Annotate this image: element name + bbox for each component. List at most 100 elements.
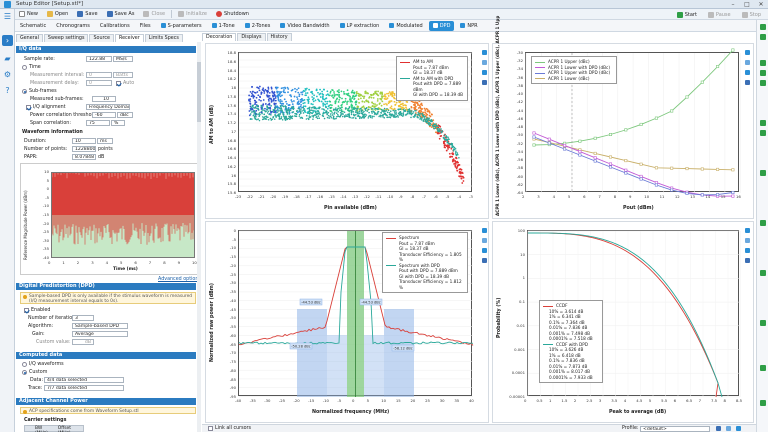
- layout-icon[interactable]: [760, 400, 766, 406]
- help-icon[interactable]: ?: [5, 86, 10, 95]
- folder-nav-icon[interactable]: ▰: [4, 54, 11, 63]
- iq-alignment-select[interactable]: Frequency Domain: [86, 104, 130, 110]
- cursor-icon[interactable]: [745, 70, 750, 75]
- layout-icon[interactable]: [760, 130, 766, 136]
- trace-select[interactable]: 7/7 data selected: [44, 385, 124, 391]
- time-radio[interactable]: Time: [22, 65, 41, 70]
- pan-icon[interactable]: [482, 238, 487, 243]
- tab-receiver[interactable]: Receiver: [114, 34, 144, 42]
- algorithm-select[interactable]: Sample-based DPD: [72, 323, 128, 329]
- layout-icon[interactable]: [760, 320, 766, 326]
- advanced-options-link[interactable]: Advanced options: [158, 277, 201, 282]
- pause-button[interactable]: Pause: [705, 10, 734, 19]
- gear-icon[interactable]: ⚙: [3, 70, 12, 79]
- data-select[interactable]: 4/4 data selected: [44, 377, 124, 383]
- zoom-icon[interactable]: [745, 228, 750, 233]
- new-button[interactable]: New: [16, 10, 41, 19]
- load-profile-icon[interactable]: [726, 426, 731, 431]
- meas-interval-input[interactable]: 0: [86, 72, 112, 78]
- cursor-icon[interactable]: [482, 248, 487, 253]
- save-profile-icon[interactable]: [716, 426, 721, 431]
- layout-icon[interactable]: [760, 220, 766, 226]
- open-button[interactable]: Open: [44, 10, 71, 19]
- save-button[interactable]: Save: [74, 10, 100, 19]
- close-button[interactable]: Close: [140, 10, 168, 19]
- export-icon[interactable]: [745, 258, 750, 263]
- tab-sweep-settings[interactable]: Sweep settings: [43, 34, 89, 42]
- zoom-icon[interactable]: [482, 50, 487, 55]
- layout-icon[interactable]: [760, 60, 766, 66]
- pan-icon[interactable]: [745, 60, 750, 65]
- settings-profile-icon[interactable]: [736, 426, 741, 431]
- dpd-enabled-checkbox[interactable]: Enabled: [24, 308, 50, 313]
- layout-icon[interactable]: [760, 120, 766, 126]
- mode-calibrations[interactable]: Calibrations: [96, 21, 134, 31]
- cursor-icon[interactable]: [482, 70, 487, 75]
- terminal-icon[interactable]: ›: [2, 35, 13, 46]
- maximize-button[interactable]: □: [744, 1, 750, 8]
- span-correlation-unit[interactable]: %: [111, 120, 125, 126]
- layout-icon[interactable]: [760, 365, 766, 371]
- power-threshold-input[interactable]: -60: [92, 112, 116, 118]
- amam-point: [443, 141, 445, 144]
- iq-waveforms-radio[interactable]: I/Q waveforms: [22, 362, 64, 367]
- mode-lp-extraction[interactable]: LP extraction: [336, 21, 384, 31]
- scrollbar-thumb[interactable]: [197, 62, 201, 122]
- measured-subframes-input[interactable]: 10: [92, 96, 116, 102]
- layout-icon[interactable]: [760, 170, 766, 176]
- tab-decoration[interactable]: Decoration: [202, 33, 237, 41]
- span-correlation-input[interactable]: 75: [86, 120, 110, 126]
- cursor-icon[interactable]: [745, 248, 750, 253]
- meas-delay-input[interactable]: 0: [86, 80, 112, 86]
- add-icon[interactable]: [760, 34, 766, 40]
- iterations-input[interactable]: 3: [72, 315, 94, 321]
- custom-radio[interactable]: Custom: [22, 370, 47, 375]
- save-as-button[interactable]: Save As: [104, 10, 138, 19]
- profile-select[interactable]: <default>: [640, 426, 710, 432]
- mode-2-tones[interactable]: 2-Tones: [241, 21, 275, 31]
- sample-rate-unit[interactable]: MS/s: [113, 56, 133, 62]
- shutdown-button[interactable]: Shutdown: [213, 10, 252, 19]
- auto-checkbox[interactable]: Auto: [116, 81, 134, 86]
- export-icon[interactable]: [482, 258, 487, 263]
- left-panel-scrollbar[interactable]: [197, 42, 201, 432]
- zoom-icon[interactable]: [745, 50, 750, 55]
- layout-icon[interactable]: [760, 70, 766, 76]
- sample-rate-input[interactable]: 122.88: [86, 56, 112, 62]
- tab-source[interactable]: Source: [89, 34, 114, 42]
- tab-limits-specs[interactable]: Limits Specs: [144, 34, 183, 42]
- mode-s-parameters[interactable]: S-parameters: [157, 21, 206, 31]
- mode-files[interactable]: Files: [136, 21, 155, 31]
- tab-general[interactable]: General: [16, 34, 43, 42]
- add-icon[interactable]: [760, 24, 766, 30]
- mode-modulated[interactable]: Modulated: [385, 21, 426, 31]
- mode-1-tone[interactable]: 1-Tone: [208, 21, 239, 31]
- custom-value-input[interactable]: dB: [72, 339, 94, 345]
- export-icon[interactable]: [745, 80, 750, 85]
- pan-icon[interactable]: [745, 238, 750, 243]
- pan-icon[interactable]: [482, 60, 487, 65]
- meas-interval-unit[interactable]: Batts: [113, 72, 133, 78]
- export-icon[interactable]: [482, 80, 487, 85]
- mode-schematic[interactable]: Schematic: [16, 21, 50, 31]
- mode-video-bandwidth[interactable]: Video Bandwidth: [276, 21, 333, 31]
- start-button[interactable]: Start: [674, 10, 700, 19]
- minimize-button[interactable]: –: [731, 1, 735, 8]
- layout-icon[interactable]: [760, 270, 766, 276]
- stop-button[interactable]: Stop: [739, 10, 764, 19]
- tab-history[interactable]: History: [266, 33, 292, 41]
- layout-icon[interactable]: [760, 80, 766, 86]
- close-window-button[interactable]: ✕: [758, 1, 764, 8]
- power-threshold-unit[interactable]: dBc: [117, 112, 133, 118]
- zoom-icon[interactable]: [482, 228, 487, 233]
- gain-select[interactable]: Average: [72, 331, 128, 337]
- initialize-button[interactable]: Initialize: [175, 10, 210, 19]
- mode-npr[interactable]: NPR: [456, 21, 481, 31]
- mode-chronograms[interactable]: Chronograms: [52, 21, 94, 31]
- link-cursors-checkbox[interactable]: Link all cursors: [208, 426, 251, 431]
- mode-dpd[interactable]: DPD: [428, 20, 455, 31]
- menu-icon[interactable]: ☰: [3, 12, 12, 21]
- tab-displays[interactable]: Displays: [237, 33, 266, 41]
- iq-alignment-checkbox[interactable]: I/Q alignment: [26, 105, 66, 110]
- subframes-radio[interactable]: Sub-frames: [22, 89, 57, 94]
